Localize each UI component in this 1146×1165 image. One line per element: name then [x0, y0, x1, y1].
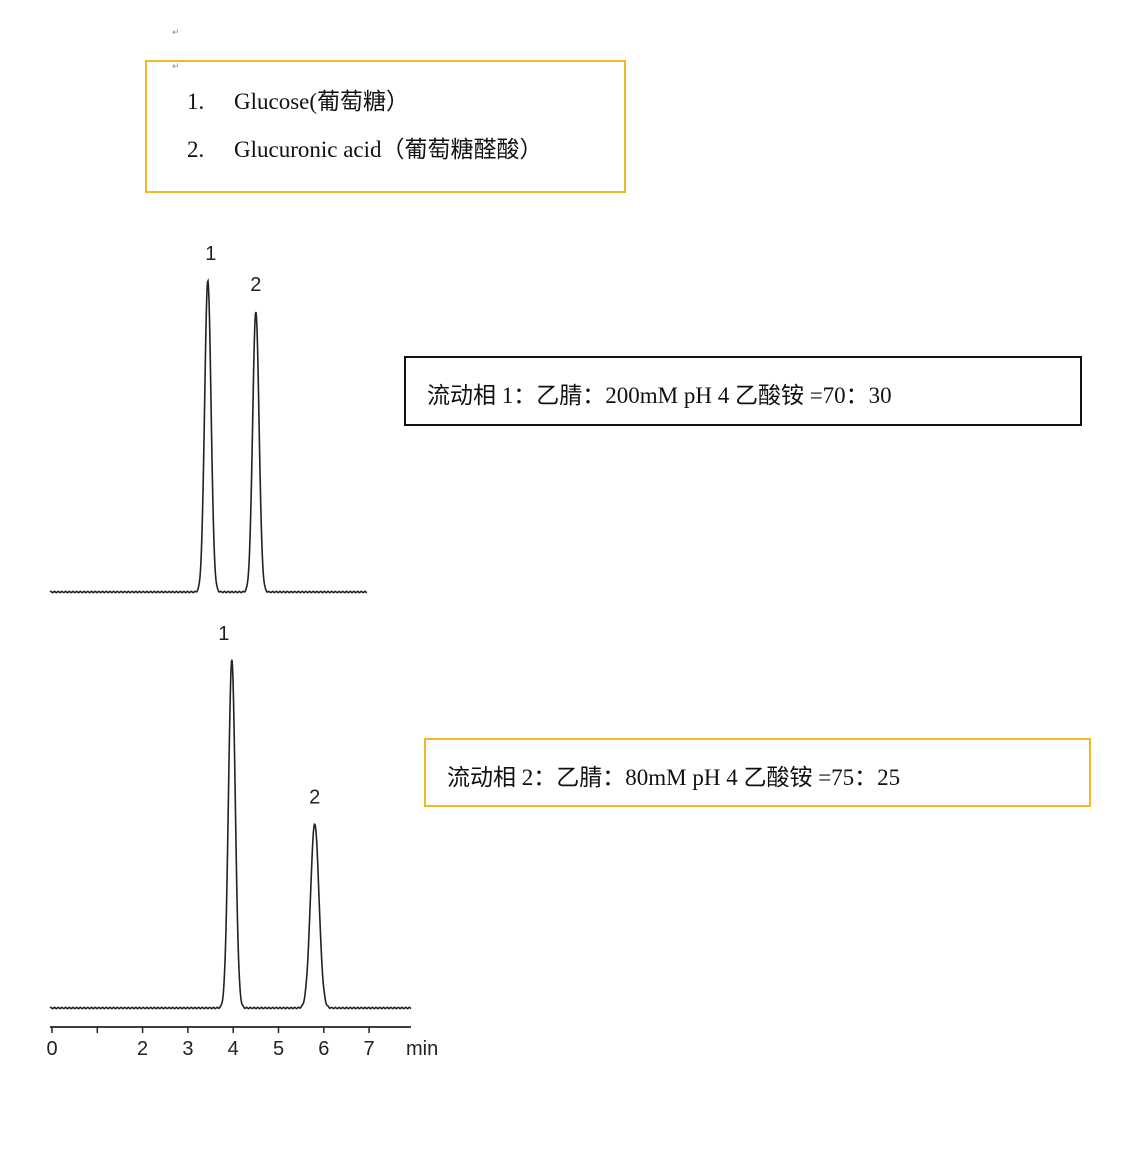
paragraph-mark: ↵ [172, 28, 180, 38]
peak-label: 2 [250, 274, 261, 296]
x-tick-label: 7 [364, 1038, 375, 1060]
paragraph-mark: ↵ [172, 62, 180, 72]
legend-label: Glucuronic acid（葡萄糖醛酸） [234, 137, 543, 162]
x-tick-label: 6 [318, 1038, 329, 1060]
peak-label: 2 [309, 787, 320, 809]
x-tick-label: 3 [182, 1038, 193, 1060]
mobile-phase-2-text: 流动相 2：乙腈：80mM pH 4 乙酸铵 =75：25 [447, 765, 901, 790]
legend-item-1: 1. Glucose(葡萄糖） [187, 82, 409, 116]
x-tick-label: 0 [46, 1038, 57, 1060]
peak-label: 1 [218, 623, 229, 645]
chromatogram-trace-2 [49, 659, 412, 1010]
x-tick-label: 4 [228, 1038, 239, 1060]
legend-label: Glucose(葡萄糖） [234, 89, 410, 114]
x-tick-label: 2 [137, 1038, 148, 1060]
chromatogram-trace-1 [49, 277, 368, 594]
mobile-phase-2-box: 流动相 2：乙腈：80mM pH 4 乙酸铵 =75：25 [424, 738, 1091, 807]
legend-number: 2. [187, 137, 205, 162]
peak-legend-box: 1. Glucose(葡萄糖） 2. Glucuronic acid（葡萄糖醛酸） [145, 60, 626, 193]
x-axis-unit: min [406, 1038, 438, 1060]
legend-item-2: 2. Glucuronic acid（葡萄糖醛酸） [187, 130, 543, 164]
mobile-phase-1-text: 流动相 1：乙腈：200mM pH 4 乙酸铵 =70：30 [427, 383, 892, 408]
peak-label: 1 [205, 243, 216, 265]
mobile-phase-1-box: 流动相 1：乙腈：200mM pH 4 乙酸铵 =70：30 [404, 356, 1082, 426]
legend-number: 1. [187, 89, 205, 114]
x-tick-label: 5 [273, 1038, 284, 1060]
